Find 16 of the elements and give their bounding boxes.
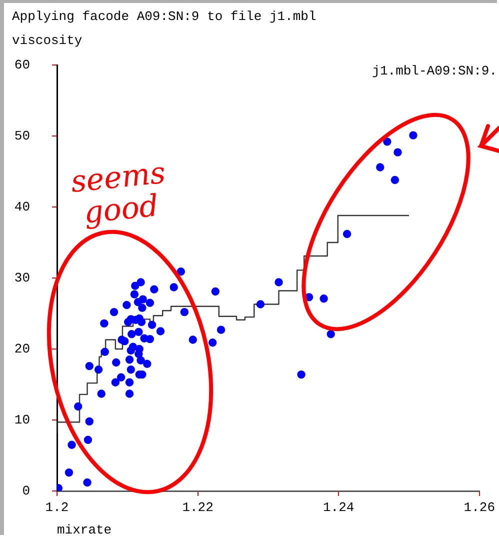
y-tick-label: 50 [14,128,30,144]
y-axis-title: viscosity [12,33,82,48]
x-tick-label: 1.24 [322,500,354,516]
y-tick-label: 20 [14,341,30,356]
annotation: j1.mbl-A09:SN:9. [372,63,497,78]
x-tick-label: 1.26 [464,500,496,516]
x-tick-label: 1.2 [45,500,69,516]
annotation: seems good [69,156,168,231]
y-tick-label: 10 [14,412,30,428]
y-tick-label: 40 [14,199,30,214]
y-tick-label: 0 [22,483,30,498]
x-tick-label: 1.22 [182,500,214,516]
chart-title: Applying facode A09:SN:9 to file j1.mbl [12,9,316,24]
y-tick-label: 30 [14,270,30,286]
y-tick-label: 60 [14,57,30,72]
x-axis-title: mixrate [57,522,112,538]
